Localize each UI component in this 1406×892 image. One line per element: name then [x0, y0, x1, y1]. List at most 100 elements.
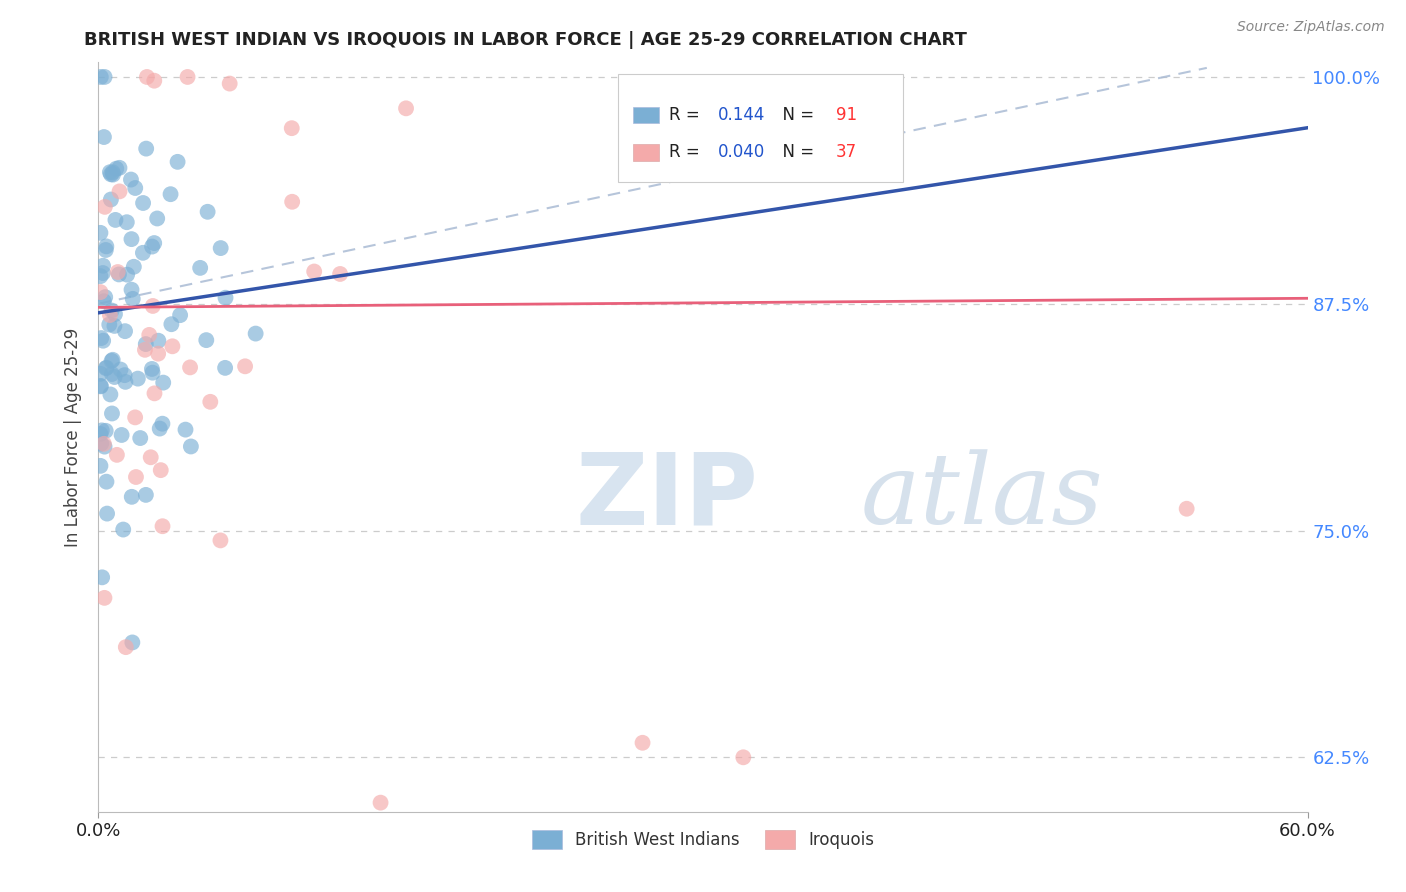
- Point: [121, 490, 143, 504]
- Point: [100, 387, 122, 401]
- Legend: British West Indians, Iroquois: British West Indians, Iroquois: [526, 823, 880, 855]
- Point: [107, 265, 129, 279]
- Point: [121, 232, 143, 246]
- Point: [94, 424, 117, 438]
- Point: [100, 193, 122, 207]
- Point: [370, 796, 392, 810]
- Point: [112, 523, 135, 537]
- Point: [135, 488, 157, 502]
- Point: [166, 154, 188, 169]
- Point: [114, 375, 136, 389]
- Point: [94, 361, 117, 376]
- Point: [631, 736, 654, 750]
- Point: [89, 426, 111, 441]
- Point: [218, 77, 240, 91]
- Point: [91, 570, 114, 584]
- Point: [245, 326, 267, 341]
- Text: 37: 37: [837, 144, 858, 161]
- Point: [96, 507, 118, 521]
- Text: R =: R =: [669, 144, 706, 161]
- Point: [214, 360, 236, 375]
- Point: [89, 269, 111, 284]
- Point: [96, 239, 118, 253]
- Point: [125, 470, 148, 484]
- Point: [114, 640, 136, 654]
- Point: [89, 367, 111, 381]
- Point: [127, 371, 149, 385]
- Point: [98, 165, 121, 179]
- Point: [180, 440, 202, 454]
- Text: 0.040: 0.040: [717, 144, 765, 161]
- Point: [149, 463, 172, 477]
- Point: [197, 204, 219, 219]
- Point: [104, 307, 127, 321]
- Point: [89, 226, 111, 240]
- Point: [733, 750, 755, 764]
- Point: [176, 70, 198, 84]
- Point: [93, 440, 115, 454]
- Point: [91, 334, 114, 348]
- Point: [108, 268, 131, 282]
- Point: [146, 346, 169, 360]
- Point: [101, 165, 124, 179]
- Point: [100, 354, 122, 368]
- FancyBboxPatch shape: [633, 145, 659, 161]
- Point: [114, 368, 136, 383]
- Point: [90, 436, 112, 450]
- Point: [94, 200, 117, 214]
- Y-axis label: In Labor Force | Age 25-29: In Labor Force | Age 25-29: [65, 327, 83, 547]
- Point: [90, 70, 112, 84]
- Point: [138, 327, 160, 342]
- Point: [148, 334, 170, 348]
- Point: [93, 294, 115, 309]
- Point: [200, 394, 222, 409]
- Point: [89, 285, 111, 299]
- FancyBboxPatch shape: [619, 74, 903, 182]
- Point: [149, 421, 172, 435]
- Text: N =: N =: [772, 106, 820, 124]
- Point: [135, 70, 157, 84]
- Point: [93, 437, 115, 451]
- Point: [93, 130, 115, 145]
- Point: [1175, 501, 1198, 516]
- Point: [139, 450, 162, 465]
- Point: [101, 367, 124, 381]
- Point: [90, 424, 112, 438]
- Point: [188, 260, 211, 275]
- Text: N =: N =: [772, 144, 820, 161]
- Point: [132, 196, 155, 211]
- Point: [121, 292, 143, 306]
- Text: BRITISH WEST INDIAN VS IROQUOIS IN LABOR FORCE | AGE 25-29 CORRELATION CHART: BRITISH WEST INDIAN VS IROQUOIS IN LABOR…: [84, 31, 967, 49]
- Point: [115, 215, 138, 229]
- Point: [90, 331, 112, 345]
- Point: [121, 283, 143, 297]
- Point: [90, 379, 112, 393]
- Point: [143, 386, 166, 401]
- Point: [302, 264, 325, 278]
- Point: [115, 268, 138, 282]
- Point: [152, 417, 174, 431]
- Point: [395, 101, 418, 115]
- Point: [141, 239, 163, 253]
- Point: [94, 290, 117, 304]
- Point: [110, 428, 132, 442]
- Point: [142, 299, 165, 313]
- Point: [96, 475, 118, 489]
- Point: [141, 362, 163, 376]
- Point: [105, 161, 128, 176]
- Point: [124, 181, 146, 195]
- Point: [143, 73, 166, 87]
- Point: [160, 317, 183, 331]
- Point: [114, 324, 136, 338]
- Text: 0.144: 0.144: [717, 106, 765, 124]
- Point: [120, 172, 142, 186]
- Point: [135, 337, 157, 351]
- Point: [89, 458, 111, 473]
- Point: [103, 318, 125, 333]
- Point: [104, 213, 127, 227]
- Point: [174, 423, 197, 437]
- Point: [110, 362, 132, 376]
- Point: [169, 308, 191, 322]
- Point: [91, 266, 114, 280]
- Point: [135, 142, 157, 156]
